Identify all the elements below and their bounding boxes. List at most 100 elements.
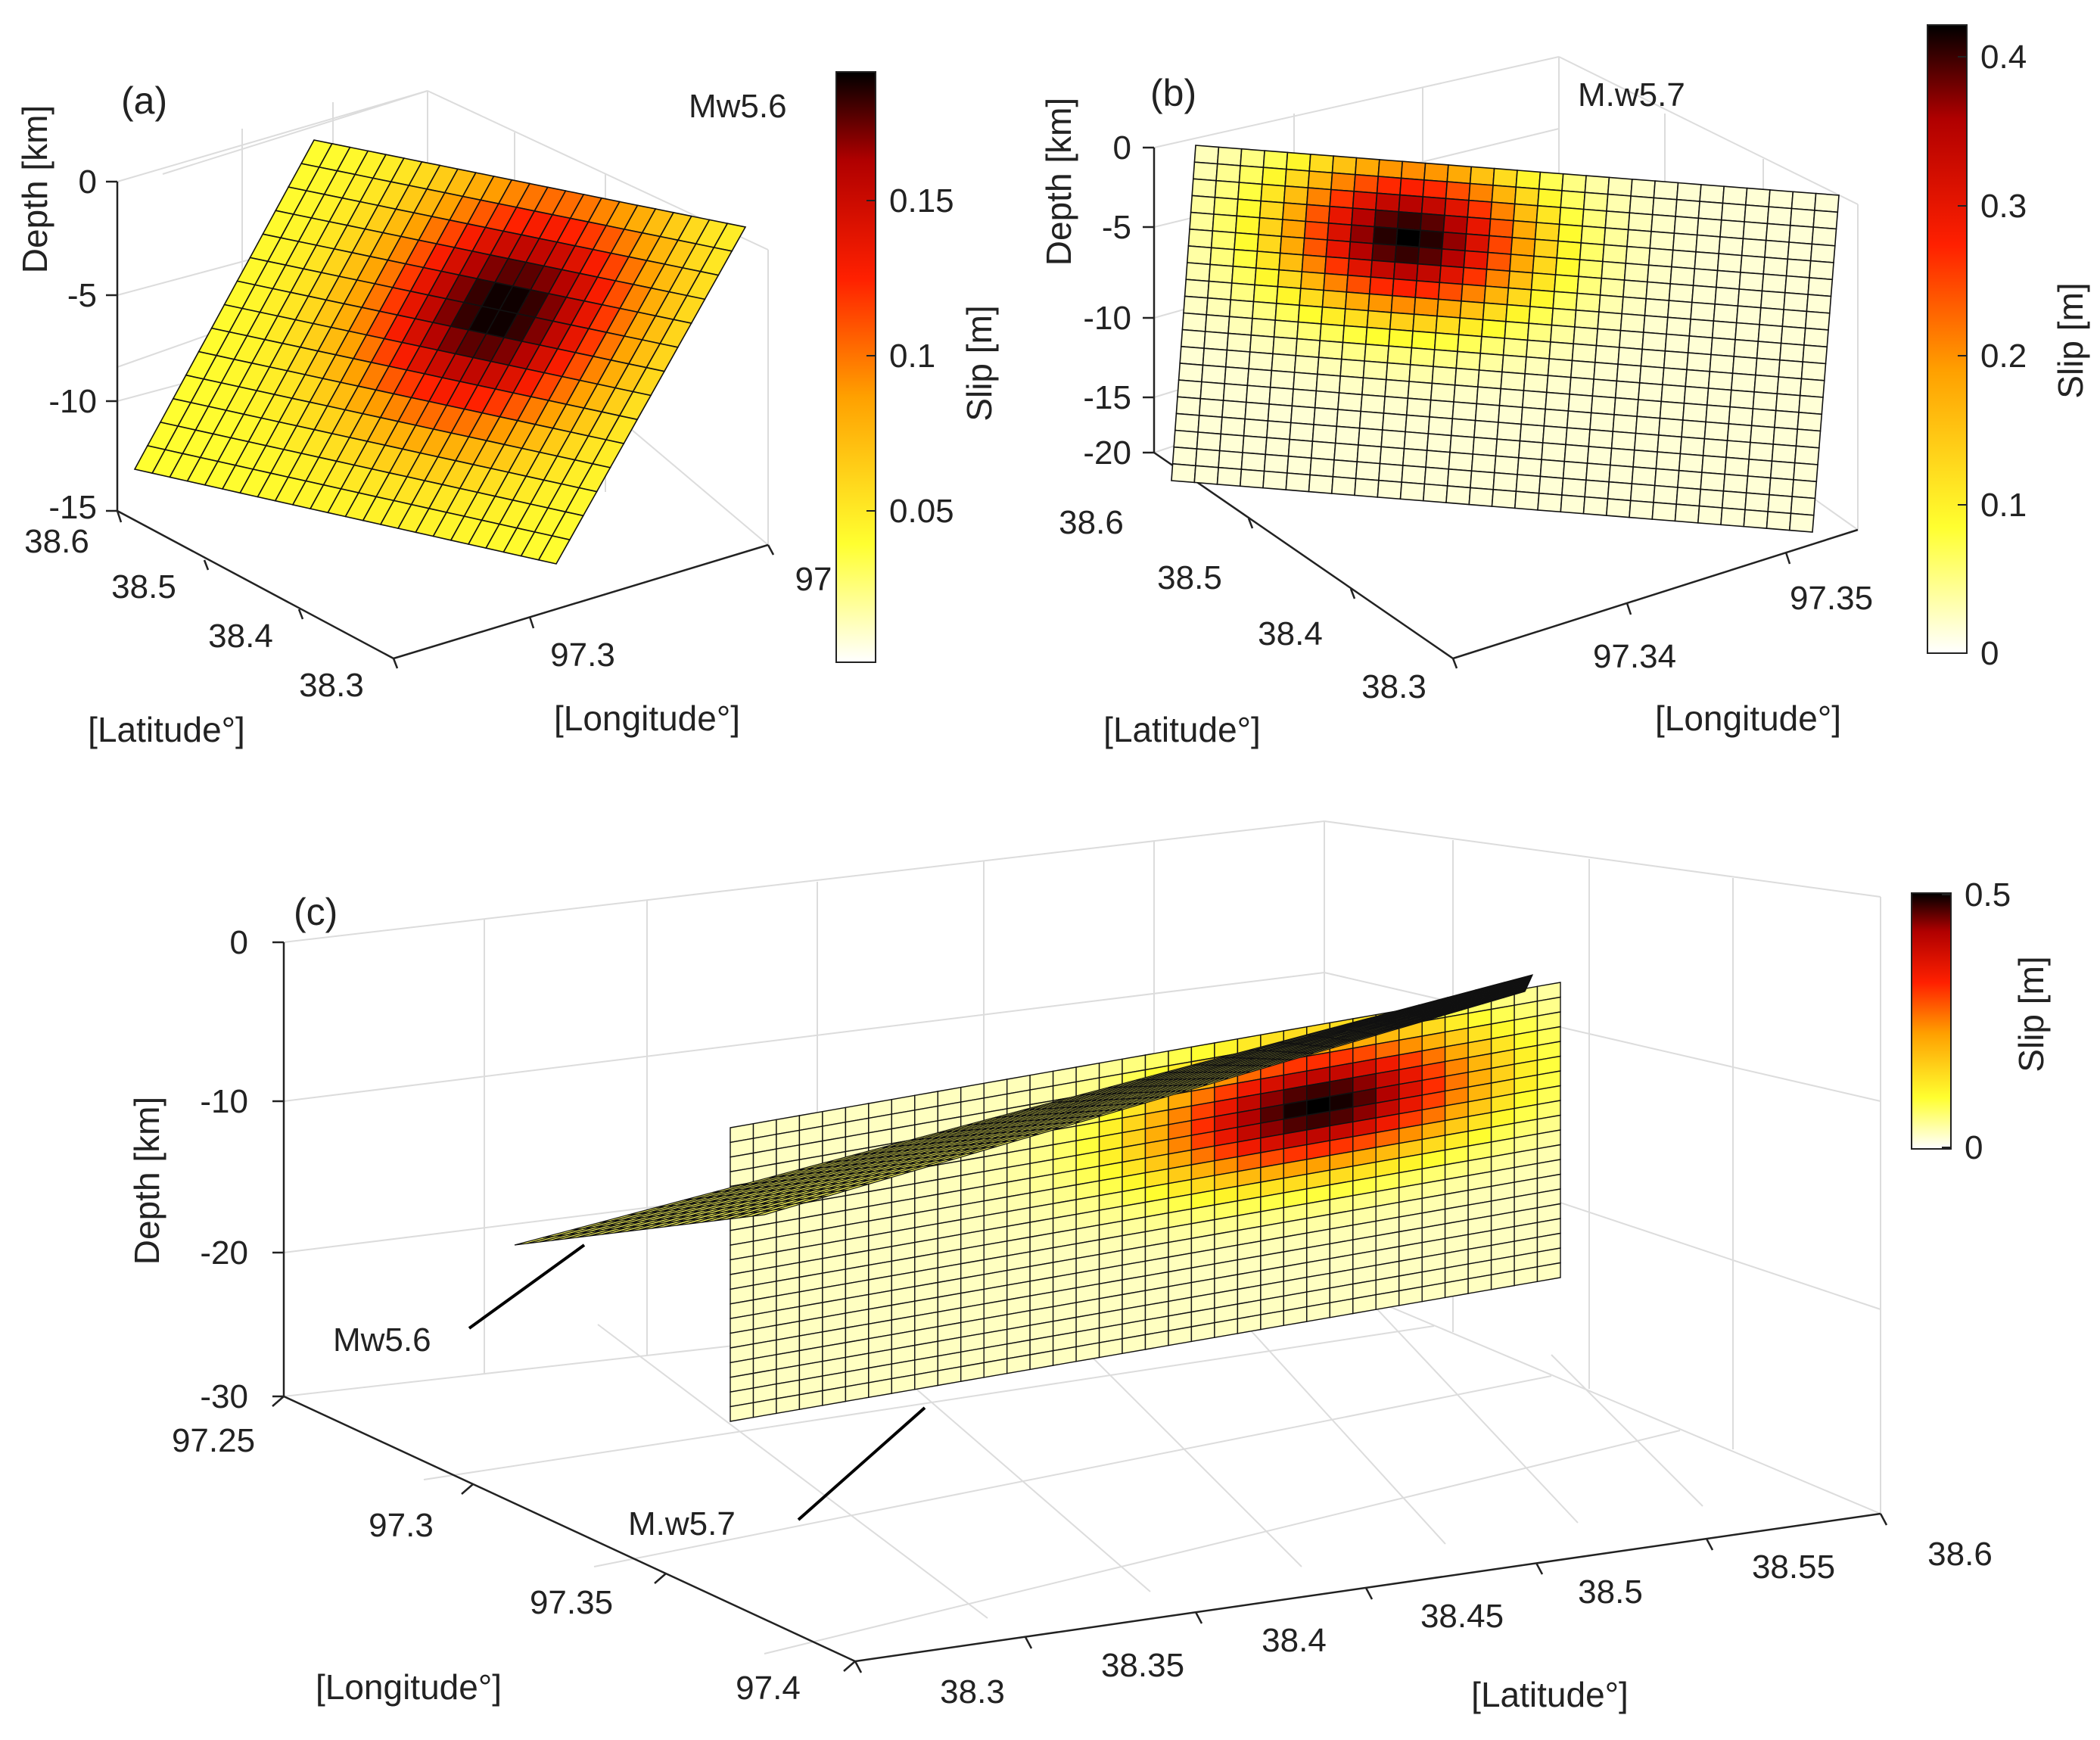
slip-cell	[1441, 231, 1467, 252]
slip-cell	[1660, 384, 1687, 404]
slip-cell	[1542, 425, 1568, 446]
slip-cell	[1797, 411, 1823, 432]
slip-cell	[1248, 351, 1274, 372]
slip-cell	[1377, 479, 1403, 500]
panel-b: (b) M.w5.7 Depth [km] 0 -5 -10 -15 -20 3…	[1039, 24, 2090, 749]
slip-cell	[1710, 337, 1736, 357]
slip-cell	[1193, 465, 1219, 485]
slip-cell	[1685, 369, 1711, 389]
slip-cell	[1364, 326, 1391, 347]
panel-b-z-tick: -15	[1083, 379, 1131, 416]
slip-cell	[1464, 233, 1490, 254]
slip-cell	[1313, 406, 1339, 428]
slip-cell	[1255, 251, 1281, 271]
slip-cell	[1765, 223, 1791, 243]
slip-cell	[1405, 397, 1432, 418]
slip-cell	[1453, 384, 1479, 405]
panel-c-z-tick: -10	[200, 1083, 248, 1120]
panel-b-lat-tick: 38.3	[1361, 668, 1426, 705]
slip-cell	[1317, 356, 1342, 377]
slip-cell	[1517, 456, 1542, 478]
panel-c-lat-tick: 38.35	[1101, 1647, 1184, 1684]
slip-cell	[1766, 511, 1792, 531]
panel-c-lon-tick: 97.4	[736, 1670, 801, 1707]
panel-b-z-tick: -5	[1102, 209, 1131, 246]
slip-cell	[1675, 487, 1702, 507]
slip-cell	[1175, 396, 1202, 416]
slip-cell	[1629, 483, 1656, 503]
slip-cell	[1478, 352, 1504, 373]
slip-cell	[1446, 164, 1473, 185]
slip-cell	[1299, 271, 1326, 291]
slip-cell	[1608, 464, 1634, 484]
slip-cell	[1614, 380, 1641, 400]
slip-cell	[1388, 328, 1414, 349]
panel-c-lat-tick: 38.3	[940, 1673, 1005, 1710]
slip-cell	[1744, 187, 1771, 208]
slip-cell	[1728, 406, 1754, 427]
slip-cell	[1605, 498, 1632, 518]
panel-c-mw56-label: Mw5.6	[333, 1321, 431, 1359]
slip-cell	[1356, 444, 1383, 465]
panel-c-lon-tick: 97.3	[369, 1507, 434, 1544]
slip-cell	[1427, 416, 1454, 437]
slip-cell	[1722, 473, 1749, 494]
slip-cell	[1213, 196, 1239, 217]
slip-cell	[1537, 188, 1563, 208]
slip-cell	[1747, 458, 1773, 479]
slip-cell	[537, 535, 571, 565]
slip-cell	[1280, 219, 1307, 239]
slip-cell	[1366, 310, 1392, 330]
slip-cell	[1632, 449, 1658, 470]
slip-cell	[1487, 235, 1514, 255]
slip-cell	[1761, 273, 1787, 294]
slip-cell	[1483, 285, 1510, 306]
slip-cell	[1190, 195, 1216, 215]
slip-cell	[1659, 400, 1685, 421]
slip-cell	[1228, 299, 1255, 319]
slip-cell	[1244, 401, 1270, 422]
slip-cell	[1705, 404, 1731, 425]
slip-cell	[1275, 285, 1302, 307]
slip-cell	[1629, 195, 1655, 216]
slip-cell	[1362, 360, 1389, 381]
panel-a-depth-axis-label: Depth [km]	[15, 105, 54, 273]
slip-cell	[1617, 347, 1643, 367]
slip-cell	[1285, 472, 1311, 493]
slip-cell	[1411, 330, 1437, 350]
slip-cell	[1507, 270, 1534, 291]
slip-cell	[1274, 303, 1300, 323]
slip-cell	[1262, 150, 1289, 170]
slip-cell	[1698, 488, 1725, 509]
slip-cell	[1252, 284, 1279, 304]
slip-cell	[1392, 261, 1419, 282]
slip-cell	[1342, 325, 1368, 345]
panel-c-lat-tick: 38.5	[1578, 1573, 1643, 1611]
panel-b-colorbar-tick: 0.2	[1980, 338, 2027, 375]
slip-cell	[1218, 433, 1245, 453]
slip-cell	[1485, 268, 1510, 289]
slip-cell	[1301, 254, 1327, 275]
slip-cell	[1548, 341, 1575, 362]
slip-cell	[1543, 408, 1570, 429]
slip-cell	[1775, 393, 1801, 413]
slip-cell	[1302, 237, 1328, 258]
slip-cell	[1724, 456, 1750, 477]
slip-cell	[1310, 440, 1336, 461]
panel-b-lat-tick: 38.4	[1258, 615, 1323, 652]
panel-c-mw56-surface	[514, 974, 1534, 1246]
slip-cell	[1524, 356, 1551, 377]
slip-cell	[1645, 281, 1672, 301]
slip-cell	[1420, 213, 1445, 233]
slip-cell	[1455, 350, 1482, 371]
slip-cell	[1779, 342, 1805, 363]
slip-cell	[1171, 462, 1196, 484]
slip-cell	[1332, 459, 1358, 480]
slip-cell	[1589, 412, 1615, 432]
slip-cell	[1238, 165, 1265, 185]
slip-cell	[1562, 460, 1588, 481]
slip-cell	[1719, 219, 1745, 240]
slip-cell	[1666, 300, 1693, 320]
slip-cell	[1790, 191, 1817, 211]
slip-cell	[1651, 501, 1678, 522]
